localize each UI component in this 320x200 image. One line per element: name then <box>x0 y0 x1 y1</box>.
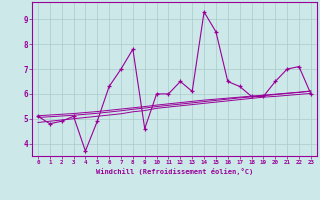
X-axis label: Windchill (Refroidissement éolien,°C): Windchill (Refroidissement éolien,°C) <box>96 168 253 175</box>
